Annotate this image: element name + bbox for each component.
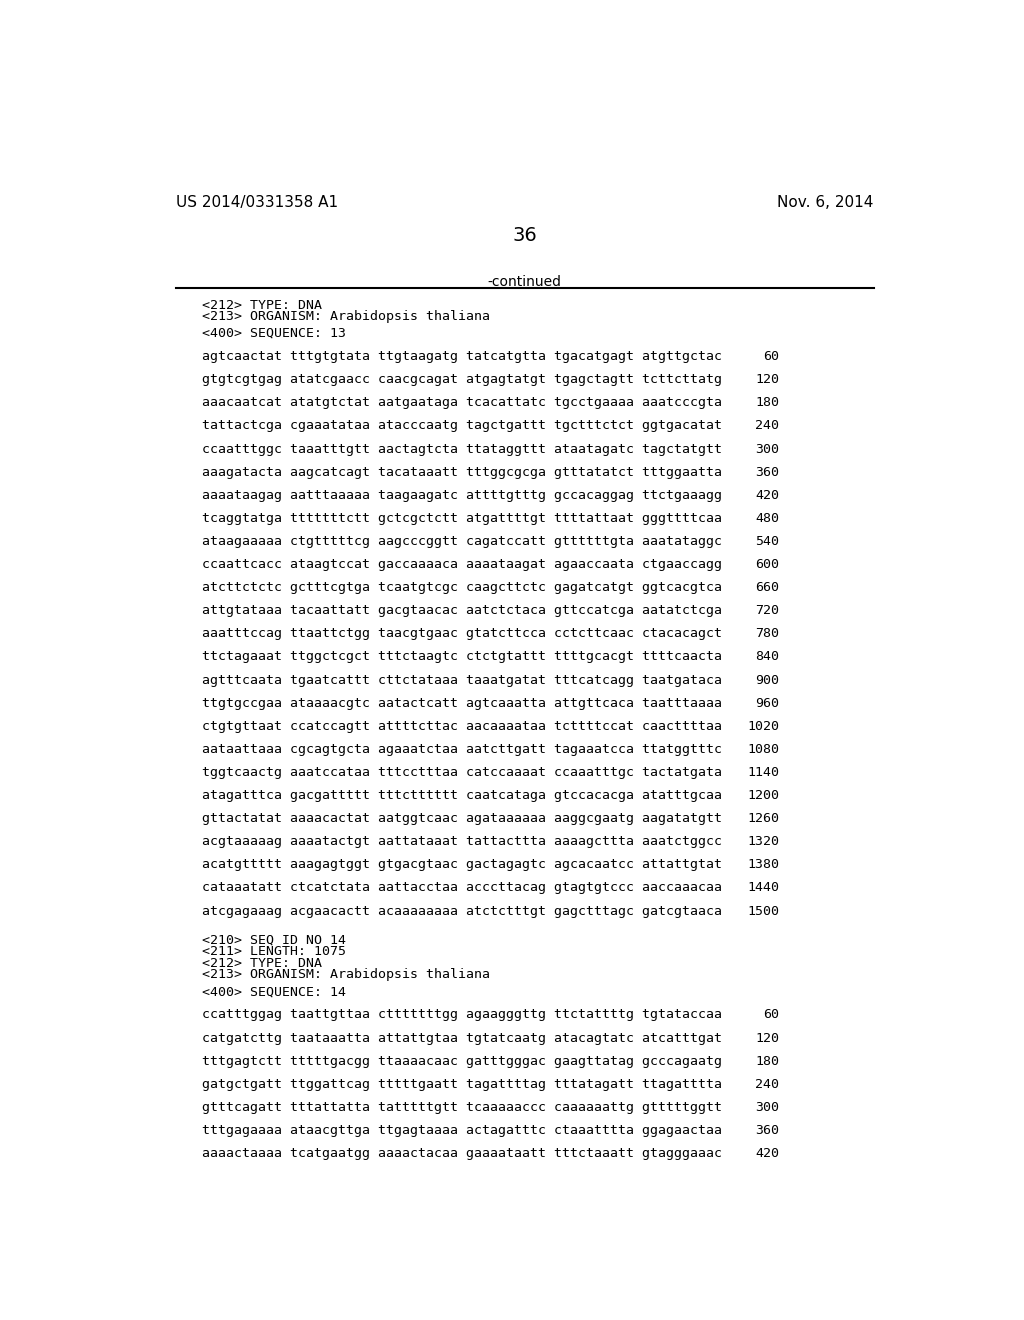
Text: aaaactaaaa tcatgaatgg aaaactacaa gaaaataatt tttctaaatt gtagggaaac: aaaactaaaa tcatgaatgg aaaactacaa gaaaata… bbox=[202, 1147, 722, 1160]
Text: ctgtgttaat ccatccagtt attttcttac aacaaaataa tcttttccat caacttttaa: ctgtgttaat ccatccagtt attttcttac aacaaaa… bbox=[202, 719, 722, 733]
Text: tttgagaaaa ataacgttga ttgagtaaaa actagatttc ctaaatttta ggagaactaa: tttgagaaaa ataacgttga ttgagtaaaa actagat… bbox=[202, 1125, 722, 1137]
Text: ttgtgccgaa ataaaacgtc aatactcatt agtcaaatta attgttcaca taatttaaaa: ttgtgccgaa ataaaacgtc aatactcatt agtcaaa… bbox=[202, 697, 722, 710]
Text: ccatttggag taattgttaa ctttttttgg agaagggttg ttctattttg tgtataccaa: ccatttggag taattgttaa ctttttttgg agaaggg… bbox=[202, 1008, 722, 1022]
Text: catgatcttg taataaatta attattgtaa tgtatcaatg atacagtatc atcatttgat: catgatcttg taataaatta attattgtaa tgtatca… bbox=[202, 1032, 722, 1044]
Text: <212> TYPE: DNA: <212> TYPE: DNA bbox=[202, 298, 322, 312]
Text: aataattaaa cgcagtgcta agaaatctaa aatcttgatt tagaaatcca ttatggtttc: aataattaaa cgcagtgcta agaaatctaa aatcttg… bbox=[202, 743, 722, 756]
Text: 300: 300 bbox=[755, 442, 779, 455]
Text: <400> SEQUENCE: 13: <400> SEQUENCE: 13 bbox=[202, 327, 346, 341]
Text: ttctagaaat ttggctcgct tttctaagtc ctctgtattt ttttgcacgt ttttcaacta: ttctagaaat ttggctcgct tttctaagtc ctctgta… bbox=[202, 651, 722, 664]
Text: 1140: 1140 bbox=[746, 766, 779, 779]
Text: 360: 360 bbox=[755, 1125, 779, 1137]
Text: 120: 120 bbox=[755, 374, 779, 387]
Text: 36: 36 bbox=[512, 226, 538, 246]
Text: ataagaaaaa ctgtttttcg aagcccggtt cagatccatt gttttttgta aaatataggc: ataagaaaaa ctgtttttcg aagcccggtt cagatcc… bbox=[202, 535, 722, 548]
Text: tggtcaactg aaatccataa tttcctttaa catccaaaat ccaaatttgc tactatgata: tggtcaactg aaatccataa tttcctttaa catccaa… bbox=[202, 766, 722, 779]
Text: 420: 420 bbox=[755, 488, 779, 502]
Text: 780: 780 bbox=[755, 627, 779, 640]
Text: 120: 120 bbox=[755, 1032, 779, 1044]
Text: 1260: 1260 bbox=[746, 812, 779, 825]
Text: aaatttccag ttaattctgg taacgtgaac gtatcttcca cctcttcaac ctacacagct: aaatttccag ttaattctgg taacgtgaac gtatctt… bbox=[202, 627, 722, 640]
Text: gtttcagatt tttattatta tatttttgtt tcaaaaaccc caaaaaattg gtttttggtt: gtttcagatt tttattatta tatttttgtt tcaaaaa… bbox=[202, 1101, 722, 1114]
Text: 60: 60 bbox=[763, 1008, 779, 1022]
Text: agtttcaata tgaatcattt cttctataaa taaatgatat tttcatcagg taatgataca: agtttcaata tgaatcattt cttctataaa taaatga… bbox=[202, 673, 722, 686]
Text: 240: 240 bbox=[755, 420, 779, 433]
Text: <212> TYPE: DNA: <212> TYPE: DNA bbox=[202, 957, 322, 970]
Text: acatgttttt aaagagtggt gtgacgtaac gactagagtc agcacaatcc attattgtat: acatgttttt aaagagtggt gtgacgtaac gactaga… bbox=[202, 858, 722, 871]
Text: gatgctgatt ttggattcag tttttgaatt tagattttag tttatagatt ttagatttta: gatgctgatt ttggattcag tttttgaatt tagattt… bbox=[202, 1077, 722, 1090]
Text: <213> ORGANISM: Arabidopsis thaliana: <213> ORGANISM: Arabidopsis thaliana bbox=[202, 310, 489, 323]
Text: 180: 180 bbox=[755, 1055, 779, 1068]
Text: tcaggtatga tttttttctt gctcgctctt atgattttgt ttttattaat gggttttcaa: tcaggtatga tttttttctt gctcgctctt atgattt… bbox=[202, 512, 722, 525]
Text: atcgagaaag acgaacactt acaaaaaaaa atctctttgt gagctttagc gatcgtaaca: atcgagaaag acgaacactt acaaaaaaaa atctctt… bbox=[202, 904, 722, 917]
Text: acgtaaaaag aaaatactgt aattataaat tattacttta aaaagcttta aaatctggcc: acgtaaaaag aaaatactgt aattataaat tattact… bbox=[202, 836, 722, 849]
Text: 180: 180 bbox=[755, 396, 779, 409]
Text: 900: 900 bbox=[755, 673, 779, 686]
Text: US 2014/0331358 A1: US 2014/0331358 A1 bbox=[176, 195, 338, 210]
Text: 1380: 1380 bbox=[746, 858, 779, 871]
Text: 540: 540 bbox=[755, 535, 779, 548]
Text: tattactcga cgaaatataa atacccaatg tagctgattt tgctttctct ggtgacatat: tattactcga cgaaatataa atacccaatg tagctga… bbox=[202, 420, 722, 433]
Text: <211> LENGTH: 1075: <211> LENGTH: 1075 bbox=[202, 945, 346, 958]
Text: 420: 420 bbox=[755, 1147, 779, 1160]
Text: 1080: 1080 bbox=[746, 743, 779, 756]
Text: <400> SEQUENCE: 14: <400> SEQUENCE: 14 bbox=[202, 985, 346, 998]
Text: 1200: 1200 bbox=[746, 789, 779, 803]
Text: ccaattcacc ataagtccat gaccaaaaca aaaataagat agaaccaata ctgaaccagg: ccaattcacc ataagtccat gaccaaaaca aaaataa… bbox=[202, 558, 722, 572]
Text: tttgagtctt tttttgacgg ttaaaacaac gatttgggac gaagttatag gcccagaatg: tttgagtctt tttttgacgg ttaaaacaac gatttgg… bbox=[202, 1055, 722, 1068]
Text: gttactatat aaaacactat aatggtcaac agataaaaaa aaggcgaatg aagatatgtt: gttactatat aaaacactat aatggtcaac agataaa… bbox=[202, 812, 722, 825]
Text: agtcaactat tttgtgtata ttgtaagatg tatcatgtta tgacatgagt atgttgctac: agtcaactat tttgtgtata ttgtaagatg tatcatg… bbox=[202, 350, 722, 363]
Text: gtgtcgtgag atatcgaacc caacgcagat atgagtatgt tgagctagtt tcttcttatg: gtgtcgtgag atatcgaacc caacgcagat atgagta… bbox=[202, 374, 722, 387]
Text: Nov. 6, 2014: Nov. 6, 2014 bbox=[777, 195, 873, 210]
Text: 240: 240 bbox=[755, 1077, 779, 1090]
Text: atcttctctc gctttcgtga tcaatgtcgc caagcttctc gagatcatgt ggtcacgtca: atcttctctc gctttcgtga tcaatgtcgc caagctt… bbox=[202, 581, 722, 594]
Text: cataaatatt ctcatctata aattacctaa acccttacag gtagtgtccc aaccaaacaa: cataaatatt ctcatctata aattacctaa accctta… bbox=[202, 882, 722, 895]
Text: attgtataaa tacaattatt gacgtaacac aatctctaca gttccatcga aatatctcga: attgtataaa tacaattatt gacgtaacac aatctct… bbox=[202, 605, 722, 618]
Text: -continued: -continued bbox=[487, 276, 562, 289]
Text: 600: 600 bbox=[755, 558, 779, 572]
Text: aaagatacta aagcatcagt tacataaatt tttggcgcga gtttatatct tttggaatta: aaagatacta aagcatcagt tacataaatt tttggcg… bbox=[202, 466, 722, 479]
Text: 1320: 1320 bbox=[746, 836, 779, 849]
Text: <210> SEQ ID NO 14: <210> SEQ ID NO 14 bbox=[202, 933, 346, 946]
Text: 360: 360 bbox=[755, 466, 779, 479]
Text: 1500: 1500 bbox=[746, 904, 779, 917]
Text: 960: 960 bbox=[755, 697, 779, 710]
Text: 60: 60 bbox=[763, 350, 779, 363]
Text: 840: 840 bbox=[755, 651, 779, 664]
Text: 300: 300 bbox=[755, 1101, 779, 1114]
Text: ccaatttggc taaatttgtt aactagtcta ttataggttt ataatagatc tagctatgtt: ccaatttggc taaatttgtt aactagtcta ttatagg… bbox=[202, 442, 722, 455]
Text: 720: 720 bbox=[755, 605, 779, 618]
Text: aaacaatcat atatgtctat aatgaataga tcacattatc tgcctgaaaa aaatcccgta: aaacaatcat atatgtctat aatgaataga tcacatt… bbox=[202, 396, 722, 409]
Text: atagatttca gacgattttt tttctttttt caatcataga gtccacacga atatttgcaa: atagatttca gacgattttt tttctttttt caatcat… bbox=[202, 789, 722, 803]
Text: 1020: 1020 bbox=[746, 719, 779, 733]
Text: 660: 660 bbox=[755, 581, 779, 594]
Text: 1440: 1440 bbox=[746, 882, 779, 895]
Text: 480: 480 bbox=[755, 512, 779, 525]
Text: <213> ORGANISM: Arabidopsis thaliana: <213> ORGANISM: Arabidopsis thaliana bbox=[202, 969, 489, 982]
Text: aaaataagag aatttaaaaa taagaagatc attttgtttg gccacaggag ttctgaaagg: aaaataagag aatttaaaaa taagaagatc attttgt… bbox=[202, 488, 722, 502]
